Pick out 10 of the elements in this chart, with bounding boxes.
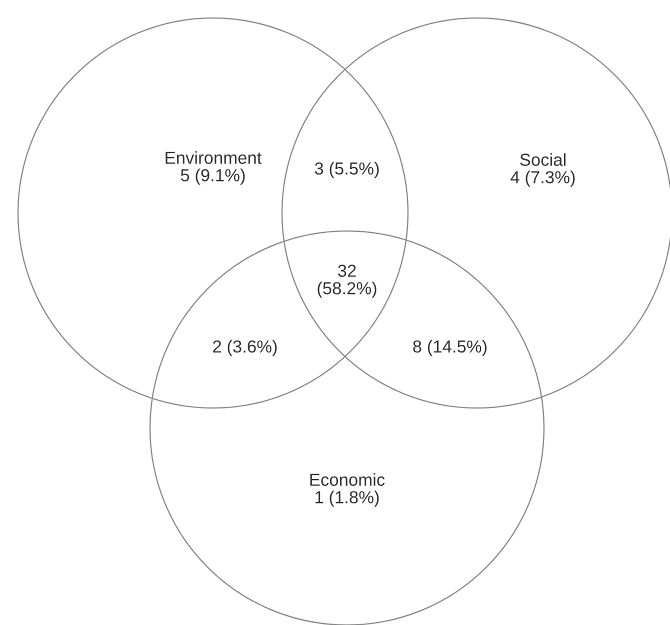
category-label: Economic: [310, 473, 385, 486]
data-label: 2 (3.6%): [213, 340, 277, 356]
data-label: 3 (5.5%): [314, 162, 379, 178]
data-label: 32 (58.2%): [318, 264, 376, 298]
data-label: 5 (9.1%): [180, 168, 245, 185]
data-label: 1 (1.8%): [316, 490, 379, 507]
data-label: 4 (7.3%): [510, 170, 575, 187]
category-label: Environment: [166, 151, 262, 164]
category-label: Social: [520, 153, 566, 166]
data-label: 8 (14.5%): [413, 340, 487, 356]
